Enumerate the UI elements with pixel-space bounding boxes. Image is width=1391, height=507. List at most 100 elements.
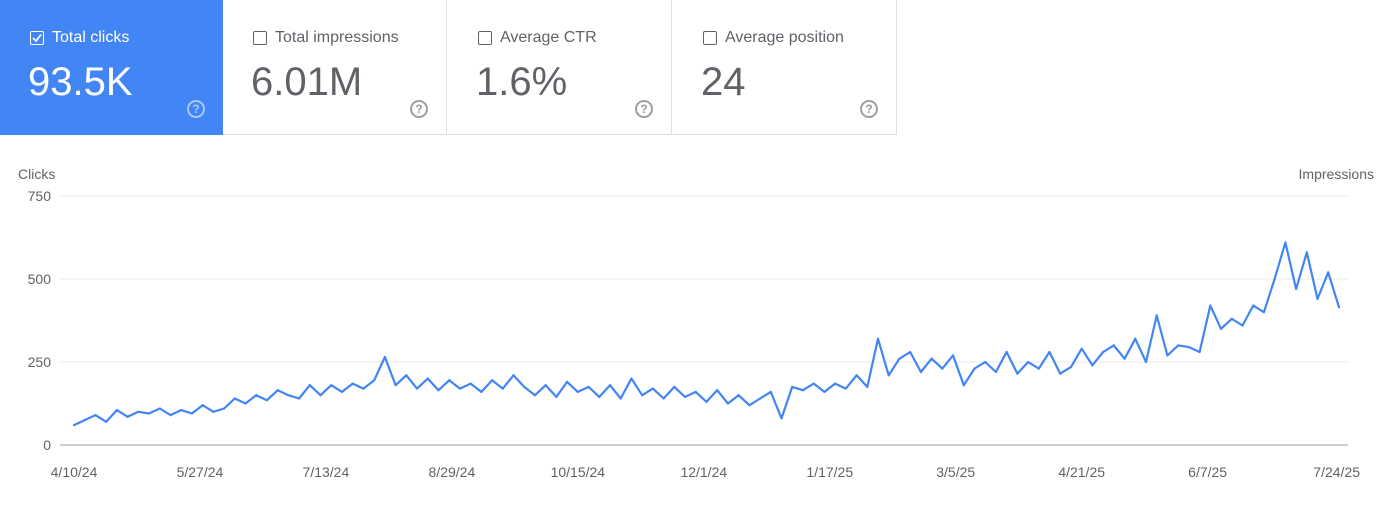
data-point (1123, 357, 1126, 360)
data-point (694, 390, 697, 393)
data-point (984, 360, 987, 364)
data-point (1037, 367, 1040, 370)
data-point (1252, 304, 1255, 307)
data-point (1069, 365, 1073, 369)
checkbox-icon[interactable] (478, 31, 492, 45)
data-point (244, 402, 247, 405)
data-point (405, 374, 408, 377)
x-tick-label: 12/1/24 (680, 464, 727, 480)
data-point (83, 419, 86, 422)
data-point (362, 387, 365, 390)
data-point (469, 382, 472, 385)
data-point (662, 397, 665, 400)
x-tick-label: 4/10/24 (51, 464, 98, 480)
metric-label: Total clicks (52, 29, 130, 46)
data-point (716, 389, 719, 392)
data-point (1305, 251, 1308, 254)
data-point (394, 384, 397, 387)
data-point (480, 390, 483, 393)
data-point (598, 395, 601, 398)
data-point (812, 382, 815, 385)
data-point (298, 397, 301, 400)
data-point (994, 370, 998, 374)
data-point (962, 384, 965, 387)
data-point (415, 387, 419, 390)
x-tick-label: 7/13/24 (303, 464, 350, 480)
metric-card-average-ctr[interactable]: Average CTR 1.6% ? (448, 0, 672, 135)
checkbox-checked-icon[interactable] (30, 31, 44, 45)
checkbox-icon[interactable] (703, 31, 717, 45)
data-point (898, 357, 901, 360)
x-tick-label: 1/17/25 (806, 464, 853, 480)
data-point (437, 389, 440, 392)
metric-card-total-impressions[interactable]: Total impressions 6.01M ? (223, 0, 447, 135)
data-point (448, 379, 451, 382)
help-icon[interactable]: ? (187, 100, 205, 118)
x-tick-label: 10/15/24 (551, 464, 606, 480)
data-point (866, 385, 869, 388)
data-point (180, 409, 183, 412)
data-point (490, 379, 494, 382)
data-point (222, 407, 226, 410)
metric-card-average-position[interactable]: Average position 24 ? (673, 0, 897, 135)
data-point (619, 397, 622, 400)
data-point (373, 379, 376, 382)
data-point (1155, 314, 1158, 317)
data-point (780, 417, 783, 420)
data-point (1230, 317, 1233, 320)
data-point (748, 404, 751, 407)
data-point (1048, 350, 1051, 354)
data-point (1166, 354, 1169, 357)
data-point (919, 370, 922, 374)
data-point (126, 415, 129, 418)
x-tick-label: 8/29/24 (429, 464, 476, 480)
data-point (1091, 364, 1094, 367)
data-point (930, 357, 933, 360)
data-point (887, 374, 890, 377)
data-point (1059, 372, 1062, 375)
data-point (190, 412, 194, 415)
data-point (1316, 297, 1319, 301)
data-point (265, 399, 269, 402)
data-point (1337, 306, 1341, 309)
data-point (169, 414, 172, 417)
data-point (1005, 350, 1008, 354)
y-axis-label-right: Impressions (1299, 166, 1374, 182)
metric-card-total-clicks[interactable]: Total clicks 93.5K ? (0, 0, 223, 135)
data-point (201, 404, 204, 407)
help-icon[interactable]: ? (635, 100, 653, 118)
x-tick-label: 3/5/25 (936, 464, 975, 480)
data-point (737, 394, 740, 397)
data-point (512, 374, 515, 377)
data-point (426, 377, 429, 380)
metric-value: 1.6% (476, 60, 568, 104)
data-point (576, 390, 579, 393)
data-point (340, 390, 344, 393)
data-point (523, 385, 526, 388)
help-icon[interactable]: ? (860, 100, 878, 118)
data-point (287, 394, 290, 397)
data-point (147, 412, 151, 415)
data-point (683, 395, 687, 398)
data-point (276, 389, 279, 392)
data-point (555, 395, 558, 398)
data-point (105, 420, 108, 423)
data-point (587, 385, 590, 388)
data-point (94, 414, 97, 417)
y-tick-label: 500 (28, 271, 52, 287)
data-point (544, 384, 547, 387)
help-icon[interactable]: ? (410, 100, 428, 118)
clicks-series-line (73, 241, 1341, 427)
data-point (951, 354, 955, 357)
data-point (791, 385, 794, 388)
data-point (158, 407, 161, 410)
metric-label: Average CTR (500, 29, 597, 46)
data-point (1144, 360, 1148, 364)
data-point (319, 394, 322, 397)
checkbox-icon[interactable] (253, 31, 267, 45)
x-tick-label: 7/24/25 (1313, 464, 1360, 480)
data-point (566, 380, 569, 384)
x-tick-label: 4/21/25 (1058, 464, 1105, 480)
data-point (1102, 350, 1105, 354)
metric-label: Average position (725, 29, 844, 46)
